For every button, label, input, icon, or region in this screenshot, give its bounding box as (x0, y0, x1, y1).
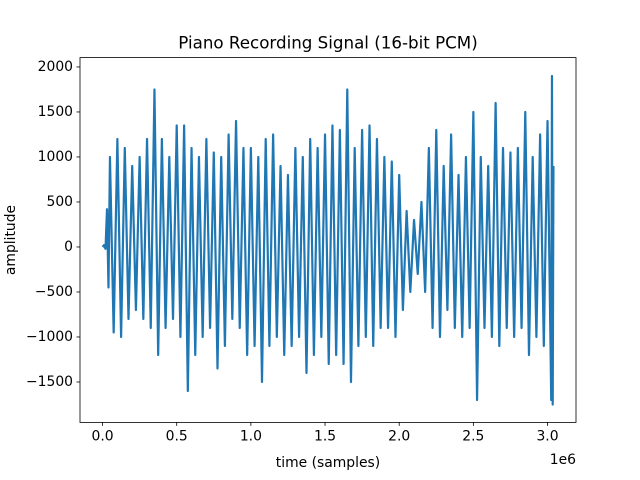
x-tick-label: 3.0 (536, 428, 558, 444)
x-tick-label: 1.0 (240, 428, 262, 444)
y-axis-label: amplitude (3, 205, 19, 275)
y-tick-label: −1500 (26, 374, 73, 390)
y-tick-label: 1000 (38, 149, 73, 165)
y-tick-label: −1000 (26, 329, 73, 345)
x-axis-label: time (samples) (276, 455, 380, 471)
chart-title: Piano Recording Signal (16-bit PCM) (178, 33, 477, 53)
signal-line (101, 74, 555, 406)
y-tick-label: 0 (64, 239, 73, 255)
x-tick-label: 1.5 (314, 428, 336, 444)
x-tick-label: 2.5 (462, 428, 484, 444)
y-tick-label: 500 (46, 194, 73, 210)
x-tick-label: 2.0 (388, 428, 410, 444)
x-offset-label: 1e6 (550, 452, 576, 468)
y-tick-label: 1500 (38, 104, 73, 120)
y-tick-label: 2000 (38, 59, 73, 75)
x-tick-label: 0.0 (91, 428, 113, 444)
x-tick-label: 0.5 (166, 428, 188, 444)
y-tick-label: −500 (35, 284, 73, 300)
plot-frame (79, 57, 577, 423)
